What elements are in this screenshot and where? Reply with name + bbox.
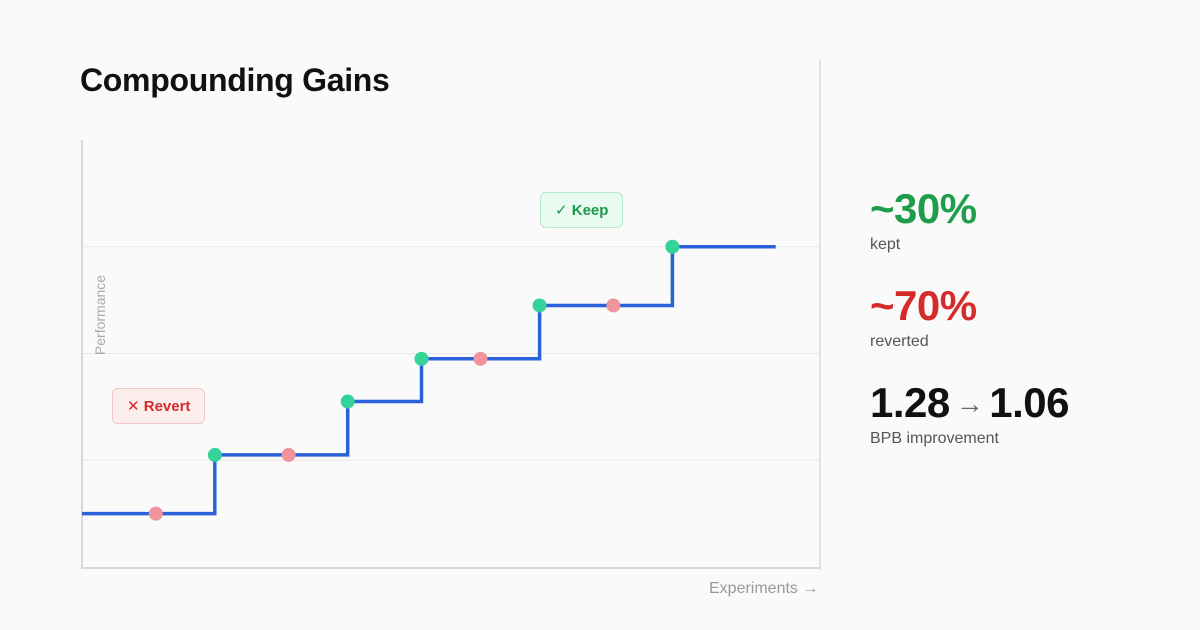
data-points <box>148 239 680 521</box>
keep-point <box>207 447 222 462</box>
arrow-right-icon: → <box>955 388 984 419</box>
reverted-value: ~70% <box>870 282 977 329</box>
chart-title: Compounding Gains <box>80 62 390 98</box>
y-axis-label: Performance <box>92 274 108 356</box>
kept-label: kept <box>870 236 901 253</box>
revert-point <box>281 447 296 462</box>
reverted-label: reverted <box>870 333 929 350</box>
x-axis-label: Experiments → <box>709 580 819 597</box>
keep-point <box>665 239 680 254</box>
axes <box>81 140 820 569</box>
panel-divider <box>819 60 821 570</box>
performance-step-line <box>82 245 776 516</box>
bpb-to: 1.06 <box>989 379 1069 426</box>
keep-badge: ✓ Keep <box>540 192 624 228</box>
gridlines <box>82 246 820 461</box>
reverted-stat: ~70% reverted <box>870 285 977 351</box>
keep-point <box>340 394 355 409</box>
revert-point <box>148 506 163 521</box>
revert-point <box>606 298 621 313</box>
bpb-stat: 1.28 → 1.06 BPB improvement <box>870 382 1069 448</box>
revert-badge: ✕ Revert <box>112 388 206 424</box>
keep-point <box>414 351 429 366</box>
keep-point <box>532 298 547 313</box>
bpb-label: BPB improvement <box>870 430 999 447</box>
kept-stat: ~30% kept <box>870 188 977 254</box>
bpb-from: 1.28 <box>870 379 950 426</box>
revert-point <box>473 351 488 366</box>
step-line <box>82 245 776 516</box>
bpb-value: 1.28 → 1.06 <box>870 382 1069 424</box>
kept-value: ~30% <box>870 185 977 232</box>
